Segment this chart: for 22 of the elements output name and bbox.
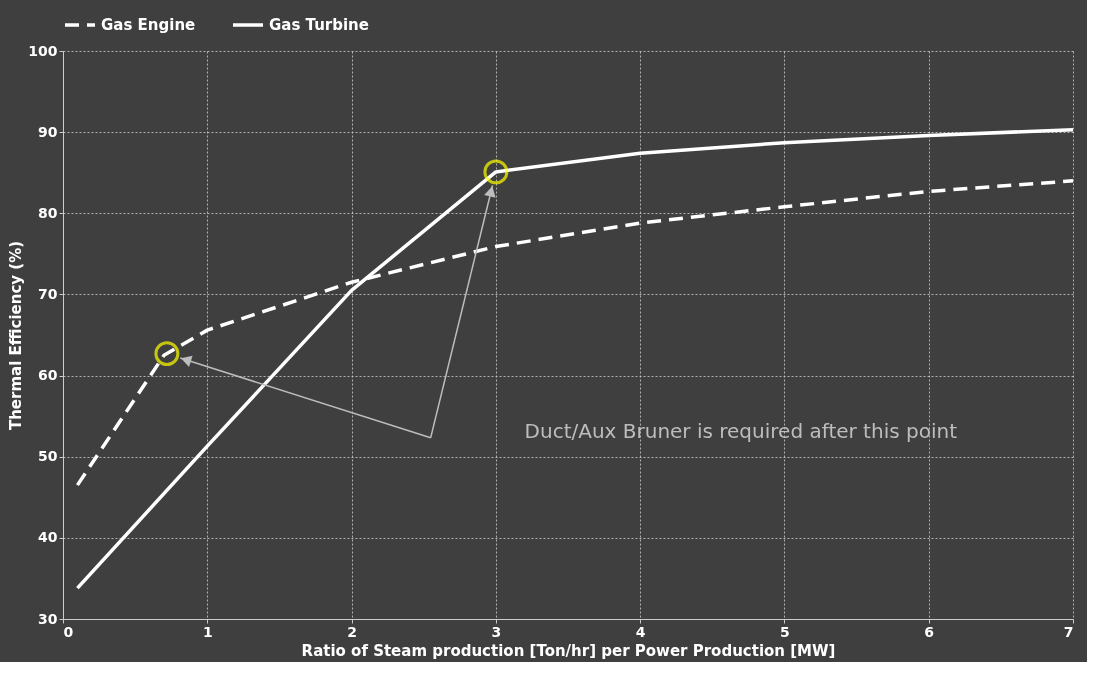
x-tick-label: 1	[202, 623, 213, 640]
y-tick-label: 70	[38, 285, 58, 302]
x-tick-label: 6	[924, 623, 935, 640]
x-tick-label: 4	[635, 623, 646, 640]
y-tick-label: 60	[38, 367, 58, 384]
x-tick-label: 2	[347, 623, 357, 640]
annotation: Duct/Aux Bruner is required after this point	[524, 419, 958, 444]
x-tick-label: 5	[780, 623, 790, 640]
y-axis-title: Thermal Efficiency (%)	[7, 240, 26, 431]
y-tick-label: 30	[38, 610, 58, 627]
y-tick-label: 90	[38, 123, 58, 140]
x-tick-label: 3	[491, 623, 502, 640]
legend-label: Gas Turbine	[269, 16, 369, 34]
line-series	[75, 127, 1075, 590]
y-tick-label: 50	[38, 448, 58, 465]
x-axis-title: Ratio of Steam production [Ton/hr] per Power Production [MW]	[301, 641, 836, 660]
y-tick-label: 100	[28, 42, 58, 59]
legend-label: Gas Engine	[101, 16, 196, 34]
x-tick-label: 7	[1063, 623, 1074, 640]
y-tick-label: 80	[38, 204, 58, 221]
x-tick-label: 0	[63, 623, 74, 640]
y-tick-label: 40	[38, 529, 58, 546]
